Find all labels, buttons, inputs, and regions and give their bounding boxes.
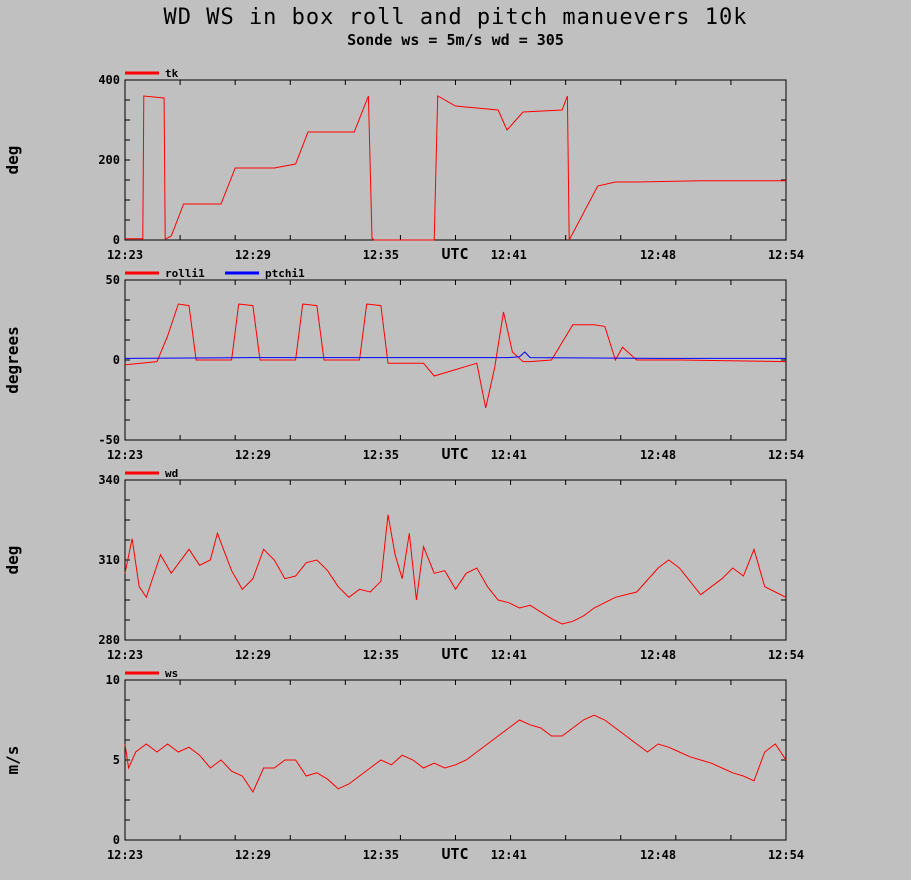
legend-label-ws: ws [165,667,178,680]
chart-title: WD WS in box roll and pitch manuevers 10… [163,5,748,30]
series-line-rolli1 [124,303,787,409]
y-tick-label: 5 [113,753,120,767]
x-tick-label: 12:23 [107,448,143,462]
y-tick-label: 400 [98,73,120,87]
legend-label-tk: tk [165,67,179,80]
legend-label-ptchi1: ptchi1 [265,267,305,280]
x-tick-label: 12:35 [363,848,399,862]
x-tick-label: 12:48 [640,848,676,862]
x-tick-label: 12:48 [640,248,676,262]
y-tick-label: 0 [113,233,120,247]
plot-frame [124,679,787,841]
x-tick-label: 12:29 [235,848,271,862]
x-tick-label: 12:54 [768,448,804,462]
x-tick-label: 12:29 [235,648,271,662]
y-tick-label: 310 [98,553,120,567]
chart-panel-4: 12:23 12:29 12:35 12:41 12:48 12:54 UTC 0 5 10 m/s… [3,667,804,863]
x-tick-label: 12:54 [768,248,804,262]
x-tick-label: 12:41 [491,648,527,662]
x-tick-label: 12:54 [768,848,804,862]
x-tick-label: 12:41 [491,248,527,262]
chart-panel-3: 12:23 12:29 12:35 12:41 12:48 12:54 UTC 280 310 3… [3,467,804,663]
y-tick-label: 200 [98,153,120,167]
x-tick-label: 12:23 [107,648,143,662]
chart-subtitle: Sonde ws = 5m/s wd = 305 [347,31,564,49]
y-tick-label: 0 [113,353,120,367]
x-tick-label: 12:41 [491,448,527,462]
x-tick-label: 12:29 [235,248,271,262]
x-tick-label: 12:23 [107,848,143,862]
x-tick-label: 12:23 [107,248,143,262]
x-tick-label: 12:48 [640,648,676,662]
y-axis-label: m/s [3,746,22,775]
chart-panel-2: 12:23 12:29 12:35 12:41 12:48 12:54 UTC -50 0 50 d… [3,267,804,463]
x-tick-label: 12:35 [363,648,399,662]
x-axis-label: UTC [441,245,468,263]
plot-frame [124,79,787,241]
x-tick-label: 12:54 [768,648,804,662]
y-tick-label: 10 [106,673,120,687]
y-axis-label: deg [3,146,22,175]
x-tick-label: 12:35 [363,448,399,462]
x-tick-label: 12:29 [235,448,271,462]
plot-frame [124,479,787,641]
x-axis-label: UTC [441,645,468,663]
y-tick-label: 280 [98,633,120,647]
y-axis-label: deg [3,546,22,575]
x-axis-label: UTC [441,845,468,863]
chart-panel-1: 12:23 12:29 12:35 12:41 12:48 12:54 UTC 0 200 400… [3,67,804,263]
y-axis-label: degrees [3,326,22,393]
series-line-ws [124,714,787,794]
x-axis-label: UTC [441,445,468,463]
y-tick-label: 0 [113,833,120,847]
series-line-tk [125,95,786,241]
series-line-wd [124,514,787,625]
y-tick-label: 50 [106,273,120,287]
legend-label-wd: wd [165,467,178,480]
x-tick-label: 12:41 [491,848,527,862]
series-line-ptchi1 [124,351,786,359]
y-tick-label: 340 [98,473,120,487]
legend-label-rolli1: rolli1 [165,267,205,280]
x-tick-label: 12:48 [640,448,676,462]
x-tick-label: 12:35 [363,248,399,262]
y-tick-label: -50 [98,433,120,447]
